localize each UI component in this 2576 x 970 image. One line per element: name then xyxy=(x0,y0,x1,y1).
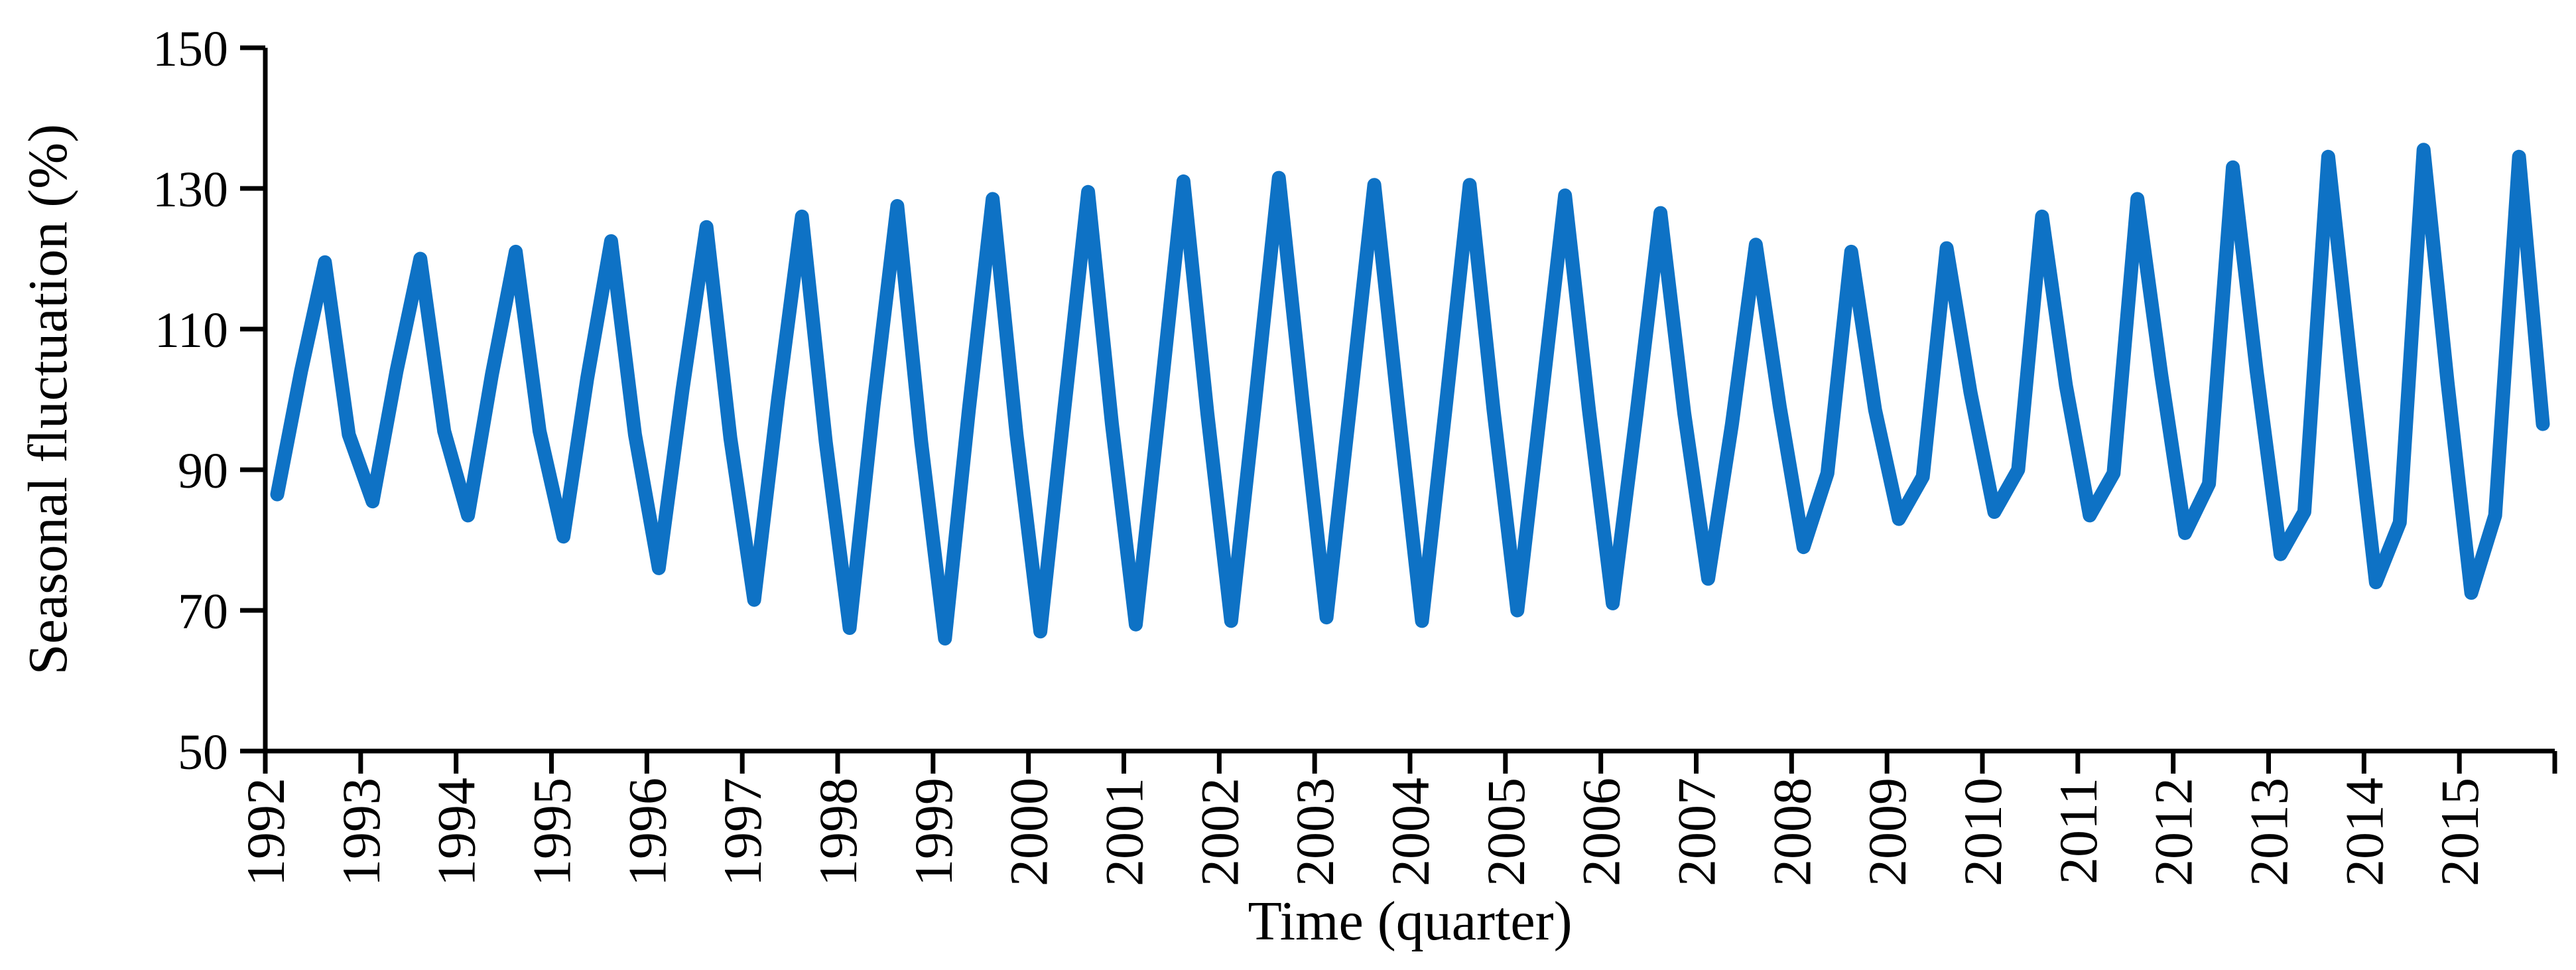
y-tick-label: 110 xyxy=(155,303,228,358)
x-tick-label: 2000 xyxy=(999,778,1059,886)
x-tick-label: 1995 xyxy=(522,778,582,886)
x-tick-label: 2002 xyxy=(1189,778,1250,886)
x-tick-label: 2015 xyxy=(2429,778,2490,886)
x-tick-label: 2012 xyxy=(2144,778,2204,886)
y-axis-ticks xyxy=(240,45,265,754)
x-tick-label: 2010 xyxy=(1953,778,2013,886)
x-tick-label: 2003 xyxy=(1285,778,1345,886)
x-tick-label: 2011 xyxy=(2048,778,2108,884)
x-tick-label: 2008 xyxy=(1762,778,1822,886)
x-tick-label: 1994 xyxy=(426,778,487,886)
x-axis-tick-labels: 1992 1993 1994 1995 1996 1997 1998 1999 2000 2001… xyxy=(235,778,2490,886)
x-tick-label: 1996 xyxy=(617,778,677,886)
x-tick-label: 1999 xyxy=(903,778,964,886)
y-tick-label: 90 xyxy=(178,443,228,499)
x-tick-label: 1998 xyxy=(808,778,868,886)
plot-area: 50 70 90 110 130 150 1992 1993 1994 1995 1996 1997… xyxy=(153,21,2557,886)
x-axis-title: Time (quarter) xyxy=(1248,890,1572,952)
y-tick-label: 50 xyxy=(178,725,228,780)
x-axis-ticks xyxy=(263,751,2557,774)
y-tick-label: 150 xyxy=(153,21,228,77)
x-tick-label: 2005 xyxy=(1476,778,1536,886)
x-tick-label: 2013 xyxy=(2239,778,2299,886)
y-tick-label: 70 xyxy=(178,584,228,640)
x-tick-label: 1992 xyxy=(235,778,296,886)
x-tick-label: 2004 xyxy=(1380,778,1441,886)
x-tick-label: 1997 xyxy=(712,778,773,886)
seasonal-fluctuation-line xyxy=(270,143,2550,646)
y-axis-tick-labels: 50 70 90 110 130 150 xyxy=(153,21,228,780)
x-tick-label: 2001 xyxy=(1094,778,1155,886)
y-tick-label: 130 xyxy=(153,162,228,218)
x-tick-label: 2006 xyxy=(1571,778,1632,886)
x-tick-label: 2007 xyxy=(1667,778,1727,886)
x-tick-label: 2009 xyxy=(1857,778,1917,886)
y-axis-title: Seasonal fluctuation (%) xyxy=(17,124,79,675)
x-tick-label: 1993 xyxy=(331,778,391,886)
x-tick-label: 2014 xyxy=(2334,778,2394,886)
